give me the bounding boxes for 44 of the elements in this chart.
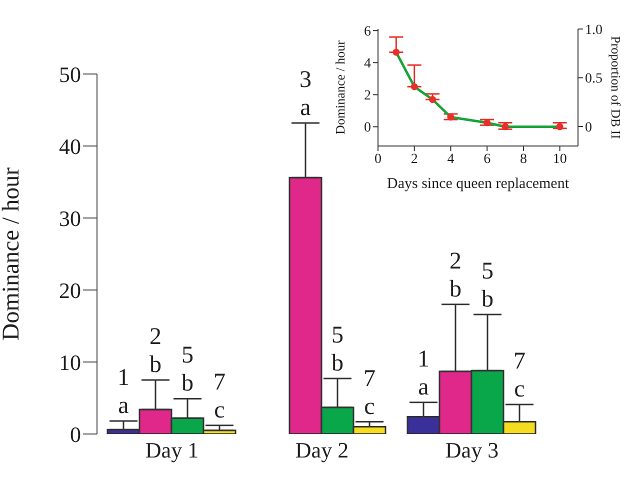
y-tick-label: 6 bbox=[364, 24, 371, 40]
x-axis-title: Days since queen replacement bbox=[387, 176, 570, 192]
annotation: 7 c bbox=[514, 348, 526, 402]
y2-axis-title: Proportion of DB II bbox=[608, 36, 624, 139]
annotation: 7 c bbox=[214, 369, 226, 424]
x-tick-label: Day 2 bbox=[295, 438, 349, 463]
y-tick-label: 50 bbox=[59, 62, 81, 87]
y-axis-title: Dominance / hour bbox=[332, 40, 348, 134]
annotation: 5 b bbox=[332, 322, 344, 377]
x-tick-label: 2 bbox=[410, 152, 418, 167]
y-tick-label: 20 bbox=[59, 278, 81, 303]
y2-tick-label: 1.0 bbox=[585, 22, 602, 38]
point bbox=[447, 114, 454, 121]
x-tick-label: 4 bbox=[447, 152, 454, 167]
point bbox=[502, 123, 509, 130]
annotation: 2 b bbox=[450, 248, 462, 302]
annotation: 5 b bbox=[482, 258, 494, 312]
y2-tick-label: 0 bbox=[585, 120, 592, 136]
y-tick-label: 2 bbox=[364, 88, 371, 104]
annotation: 1 a bbox=[118, 365, 130, 420]
annotation: 5 b bbox=[182, 342, 194, 397]
point bbox=[484, 119, 491, 126]
annotation: 3 a bbox=[300, 66, 312, 121]
y-tick-label: 10 bbox=[59, 350, 81, 375]
y-tick-label: 30 bbox=[59, 206, 81, 231]
y-tick-label: 0 bbox=[70, 422, 81, 447]
annotation: 2 b bbox=[150, 324, 162, 378]
x-tick-label: 10 bbox=[552, 152, 567, 167]
y-axis-title: Dominance / hour bbox=[0, 167, 25, 341]
y2-tick-label: 0.5 bbox=[585, 72, 602, 87]
point bbox=[392, 48, 400, 56]
annotation: 7 c bbox=[364, 366, 376, 420]
x-tick-label: 8 bbox=[520, 152, 527, 167]
x-tick-label: 0 bbox=[374, 152, 382, 167]
point bbox=[556, 123, 564, 130]
y-tick-label: 4 bbox=[364, 56, 371, 72]
x-tick-label: Day 3 bbox=[445, 438, 499, 463]
x-tick-label: Day 1 bbox=[145, 438, 199, 463]
point bbox=[429, 96, 436, 104]
y-tick-label: 0 bbox=[364, 120, 371, 136]
x-tick-label: 6 bbox=[484, 152, 491, 167]
point bbox=[410, 83, 418, 90]
y-tick-label: 40 bbox=[59, 134, 81, 159]
annotation: 1 a bbox=[418, 346, 430, 400]
